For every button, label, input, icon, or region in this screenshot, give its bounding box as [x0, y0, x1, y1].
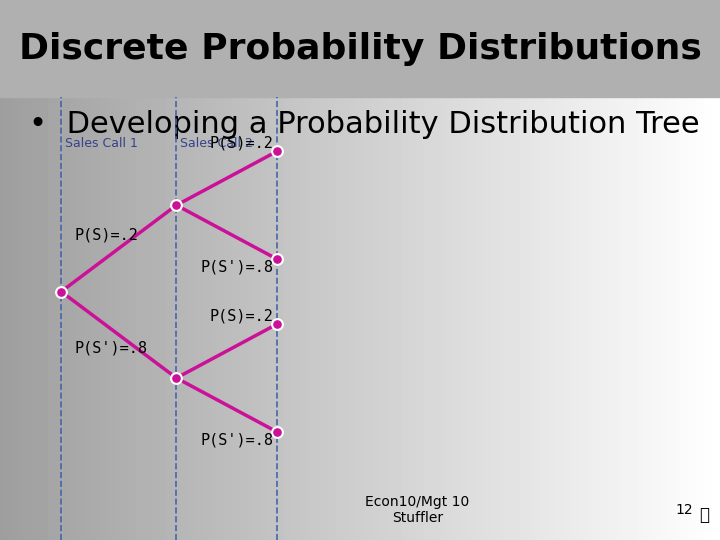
- Point: [271, 147, 283, 156]
- Point: [271, 428, 283, 436]
- Text: P(S')=.8: P(S')=.8: [201, 260, 274, 275]
- Bar: [0, 0, 720, 97]
- Point: [55, 287, 67, 296]
- Text: P(S)=.2: P(S)=.2: [210, 308, 274, 323]
- Text: P(S)=.2: P(S)=.2: [74, 227, 138, 242]
- Text: Discrete Probability Distributions: Discrete Probability Distributions: [19, 32, 701, 65]
- Point: [171, 374, 182, 382]
- Text: •  Developing a Probability Distribution Tree: • Developing a Probability Distribution …: [29, 110, 699, 139]
- Text: 🔊: 🔊: [699, 506, 709, 524]
- Point: [171, 201, 182, 210]
- Text: 12: 12: [675, 503, 693, 517]
- Text: P(S')=.8: P(S')=.8: [201, 433, 274, 448]
- Point: [271, 320, 283, 328]
- Text: Econ10/Mgt 10
Stuffler: Econ10/Mgt 10 Stuffler: [366, 495, 469, 525]
- Text: Sales Call 2: Sales Call 2: [180, 137, 253, 150]
- Point: [271, 255, 283, 264]
- Text: P(S)=.2: P(S)=.2: [210, 136, 274, 151]
- Text: Sales Call 1: Sales Call 1: [65, 137, 138, 150]
- Text: P(S')=.8: P(S')=.8: [74, 341, 147, 356]
